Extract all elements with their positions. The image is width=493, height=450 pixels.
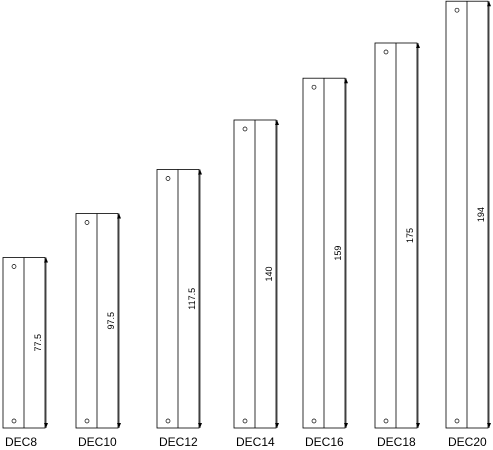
hole xyxy=(11,418,17,424)
panel-label: DEC14 xyxy=(236,435,275,449)
dimension-label: 117.5 xyxy=(187,288,197,310)
panel-label: DEC18 xyxy=(377,435,416,449)
hole xyxy=(242,126,248,132)
hole xyxy=(311,84,317,90)
hole xyxy=(84,418,90,424)
arrow xyxy=(198,169,202,175)
hole xyxy=(165,176,171,181)
panel: 194 DEC20 xyxy=(445,0,491,449)
dimension-label: 77.5 xyxy=(33,334,43,352)
dimension-label: 175 xyxy=(405,228,415,243)
hole xyxy=(84,220,90,225)
hole xyxy=(242,418,248,424)
panel: 97.5 DEC10 xyxy=(75,213,121,449)
arrow xyxy=(117,213,121,219)
hole xyxy=(165,418,171,424)
panel: 175 DEC18 xyxy=(374,42,420,449)
dimension-label: 97.5 xyxy=(106,312,116,330)
panel-label: DEC16 xyxy=(305,435,344,449)
arrow xyxy=(487,1,491,7)
panel-label: DEC8 xyxy=(5,435,37,449)
arrow xyxy=(275,120,279,125)
arrow xyxy=(344,78,348,84)
arrow xyxy=(487,423,491,428)
arrow xyxy=(44,257,48,263)
hole xyxy=(383,49,389,55)
panel: 117.5 DEC12 xyxy=(156,169,202,449)
dimension-label: 140 xyxy=(264,266,274,281)
arrow xyxy=(416,423,420,428)
hole xyxy=(311,418,317,424)
hole xyxy=(11,264,17,269)
arrow xyxy=(198,423,202,428)
arrow xyxy=(44,423,48,428)
dimension-label: 194 xyxy=(476,207,486,222)
panel-label: DEC10 xyxy=(78,435,117,449)
panel: 77.5 DEC8 xyxy=(2,257,48,449)
panel: 140 DEC14 xyxy=(233,119,279,449)
hole xyxy=(454,418,460,424)
arrow xyxy=(344,423,348,428)
panel: 159 DEC16 xyxy=(302,77,348,449)
dimension-label: 159 xyxy=(333,246,343,261)
panel-label: DEC12 xyxy=(159,435,198,449)
panel-label: DEC20 xyxy=(448,435,487,449)
hole xyxy=(383,418,389,424)
arrow xyxy=(117,423,121,428)
arrow xyxy=(416,43,420,48)
arrow xyxy=(275,423,279,428)
hole xyxy=(454,7,460,13)
